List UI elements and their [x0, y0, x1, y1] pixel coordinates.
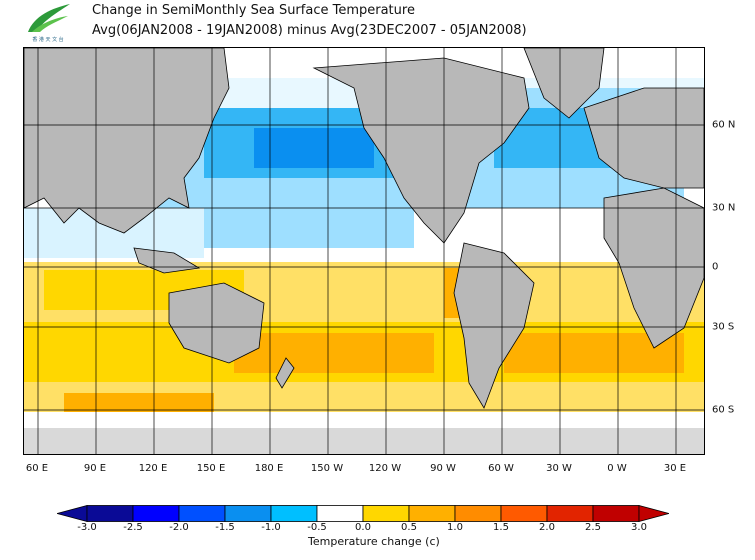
latitude-tick-label: 30 S [712, 321, 735, 333]
colorbar-tick-label: 3.0 [631, 522, 647, 533]
colorbar-min-arrow [57, 505, 88, 522]
latitude-tick-label: 60 N [712, 119, 736, 131]
colorbar-swatch [178, 505, 226, 522]
latitude-tick-label: 60 S [712, 404, 735, 416]
longitude-tick-label: 120 W [368, 463, 402, 474]
colorbar-tick-label: 1.5 [493, 522, 509, 533]
colorbar-tick-label: -0.5 [307, 522, 327, 533]
colorbar-swatch [316, 505, 364, 522]
longitude-tick-label: 120 E [138, 463, 168, 474]
sst-change-map [23, 47, 705, 455]
north-america-land [312, 57, 530, 244]
land-masses [24, 48, 704, 409]
colorbar-tick-label: -1.0 [261, 522, 281, 533]
africa-land [603, 187, 704, 349]
anomaly-field [24, 48, 704, 454]
colorbar-tick-label: 1.0 [447, 522, 463, 533]
chart-title: Change in SemiMonthly Sea Surface Temper… [92, 3, 415, 18]
chart-subtitle: Avg(06JAN2008 - 19JAN2008) minus Avg(23D… [92, 23, 527, 38]
colorbar-swatch [454, 505, 502, 522]
logo-text: 香 港 天 文 台 [32, 36, 63, 43]
longitude-tick-label: 90 W [430, 463, 456, 474]
colorbar-swatch [500, 505, 548, 522]
agency-logo-icon: 香 港 天 文 台 [28, 4, 70, 43]
latitude-tick-label: 30 N [712, 202, 736, 214]
grid-lines [24, 48, 704, 454]
new-zealand-land [275, 357, 295, 389]
colorbar [57, 505, 669, 522]
colorbar-swatch [86, 505, 134, 522]
longitude-tick-label: 60 E [25, 463, 49, 474]
colorbar-tick-label: 0.0 [355, 522, 371, 533]
colorbar-title: Temperature change (c) [308, 535, 440, 548]
sea-ice [24, 428, 704, 454]
longitude-tick-label: 30 W [546, 463, 572, 474]
colorbar-swatch [224, 505, 272, 522]
colorbar-swatch [546, 505, 594, 522]
colorbar-tick-label: -1.5 [215, 522, 235, 533]
longitude-tick-label: 90 E [83, 463, 107, 474]
europe-land [583, 87, 704, 189]
colorbar-swatch [362, 505, 410, 522]
longitude-tick-label: 150 W [310, 463, 344, 474]
colorbar-max-arrow [638, 505, 669, 522]
longitude-tick-label: 150 E [196, 463, 226, 474]
colorbar-tick-label: 0.5 [401, 522, 417, 533]
colorbar-swatch [132, 505, 180, 522]
latitude-tick-label: 0 [712, 261, 719, 273]
colorbar-tick-label: -2.0 [169, 522, 189, 533]
greenland-land [523, 48, 605, 119]
colorbar-tick-label: 2.5 [585, 522, 601, 533]
longitude-tick-label: 180 E [254, 463, 284, 474]
colorbar-tick-label: -2.5 [123, 522, 143, 533]
longitude-tick-label: 30 E [663, 463, 687, 474]
colorbar-swatch [270, 505, 318, 522]
colorbar-tick-label: 2.0 [539, 522, 555, 533]
south-america-land [453, 242, 535, 409]
colorbar-swatch [408, 505, 456, 522]
longitude-tick-label: 60 W [488, 463, 514, 474]
colorbar-tick-label: -3.0 [77, 522, 97, 533]
longitude-tick-label: 0 W [607, 463, 627, 474]
colorbar-swatch [592, 505, 640, 522]
